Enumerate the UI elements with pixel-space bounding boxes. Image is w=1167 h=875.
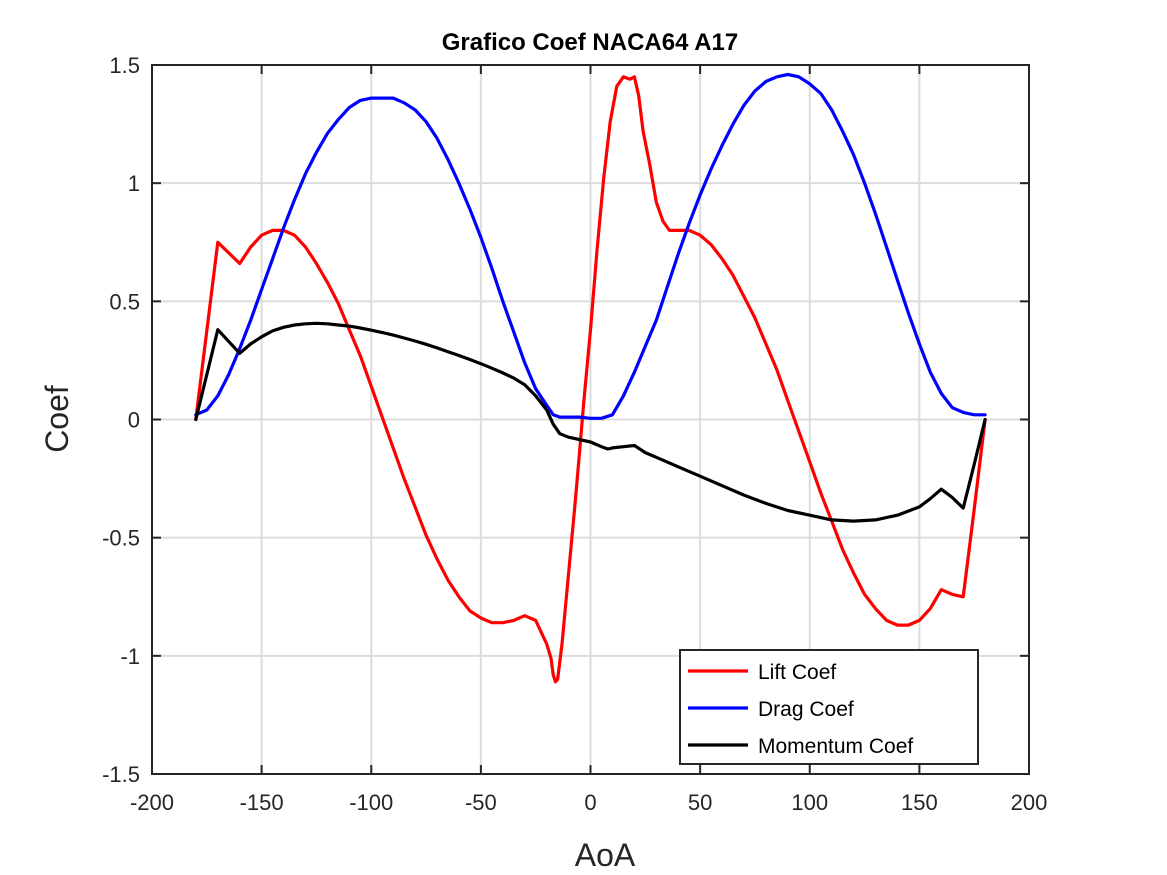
chart-title: Grafico Coef NACA64 A17: [442, 29, 739, 56]
x-tick-label: -150: [240, 790, 284, 815]
y-tick-label: 0.5: [109, 289, 140, 314]
ticks: [151, 64, 1030, 775]
series-line-drag-coef: [194, 72, 987, 420]
x-tick-label: 0: [584, 790, 596, 815]
x-tick-label: -100: [349, 790, 393, 815]
x-tick-label: 100: [791, 790, 828, 815]
x-tick-label: -200: [130, 790, 174, 815]
tick-labels: -200 -150 -100 -50 0 50 100 150 200 -1.5 -1 -0.5 0 0.…: [102, 53, 1047, 815]
y-tick-label: -1.5: [102, 762, 140, 787]
legend-label-momentum-coef: Momentum Coef: [758, 735, 913, 758]
series-layer: [194, 72, 987, 684]
y-tick-label: 1.5: [109, 53, 140, 78]
x-tick-label: -50: [465, 790, 497, 815]
legend-label-lift-coef: Lift Coef: [758, 661, 836, 684]
y-tick-label: -1: [120, 644, 140, 669]
legend-label-drag-coef: Drag Coef: [758, 698, 854, 721]
y-axis-title: Coef: [39, 385, 75, 453]
x-tick-label: 150: [901, 790, 938, 815]
x-tick-label: 200: [1011, 790, 1048, 815]
y-tick-label: -0.5: [102, 526, 140, 551]
legend: Lift Coef Drag Coef Momentum Coef: [679, 649, 979, 765]
y-tick-label: 1: [128, 171, 140, 196]
x-tick-label: 50: [688, 790, 712, 815]
series-line-lift-coef: [194, 75, 987, 684]
series-line-momentum-coef: [194, 321, 987, 523]
y-tick-label: 0: [128, 408, 140, 433]
x-axis-title: AoA: [575, 837, 636, 873]
